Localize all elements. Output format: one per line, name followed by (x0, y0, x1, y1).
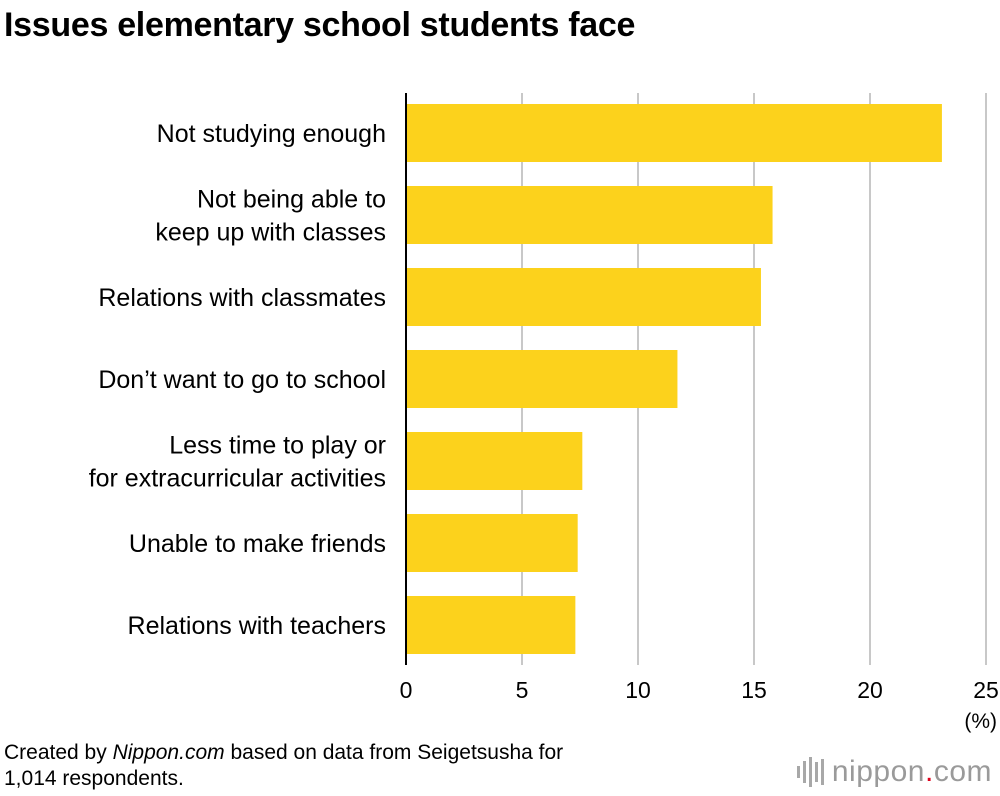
category-label: Not being able to keep up with classes (155, 186, 386, 247)
bar (406, 514, 578, 572)
footnote-suffix: based on data from Seigetsusha for (224, 741, 564, 764)
bar (406, 596, 576, 654)
logo-wordmark: nippon.com (831, 755, 992, 788)
bar (406, 350, 678, 408)
category-label: Unable to make friends (129, 530, 386, 558)
x-tick-label: 10 (625, 677, 651, 703)
x-tick-label: 15 (741, 677, 767, 703)
x-tick-label: 0 (400, 677, 413, 703)
bar (406, 268, 761, 326)
category-labels: Not studying enough Not being able to keep… (89, 120, 386, 640)
footnote-source: Nippon.com (112, 741, 225, 764)
category-label: Relations with classmates (98, 284, 386, 312)
category-label: Not studying enough (157, 120, 386, 148)
x-tick-label: 5 (516, 677, 529, 703)
x-axis-unit: (%) (964, 710, 997, 733)
category-label: Relations with teachers (128, 612, 386, 640)
x-tick-label: 20 (857, 677, 883, 703)
logo-dot: . (924, 755, 934, 788)
bar (406, 104, 942, 162)
category-label: Less time to play or for extracurricular … (89, 432, 386, 493)
category-label: Don’t want to go to school (98, 366, 386, 394)
nippon-logo: nippon.com (796, 755, 992, 789)
chart-title: Issues elementary school students face (4, 6, 636, 44)
x-tick-labels: 0 5 10 15 20 25 (400, 677, 999, 703)
bar (406, 186, 773, 244)
logo-bars-icon (796, 757, 824, 787)
bar (406, 432, 583, 490)
source-footnote: Created by Nippon.com based on data from… (4, 740, 563, 792)
x-tick-label: 25 (973, 677, 999, 703)
footnote-prefix: Created by (4, 741, 113, 764)
footnote-line2: 1,014 respondents. (4, 767, 184, 790)
bar-chart: Not studying enough Not being able to keep… (89, 93, 999, 733)
bars (406, 104, 942, 654)
